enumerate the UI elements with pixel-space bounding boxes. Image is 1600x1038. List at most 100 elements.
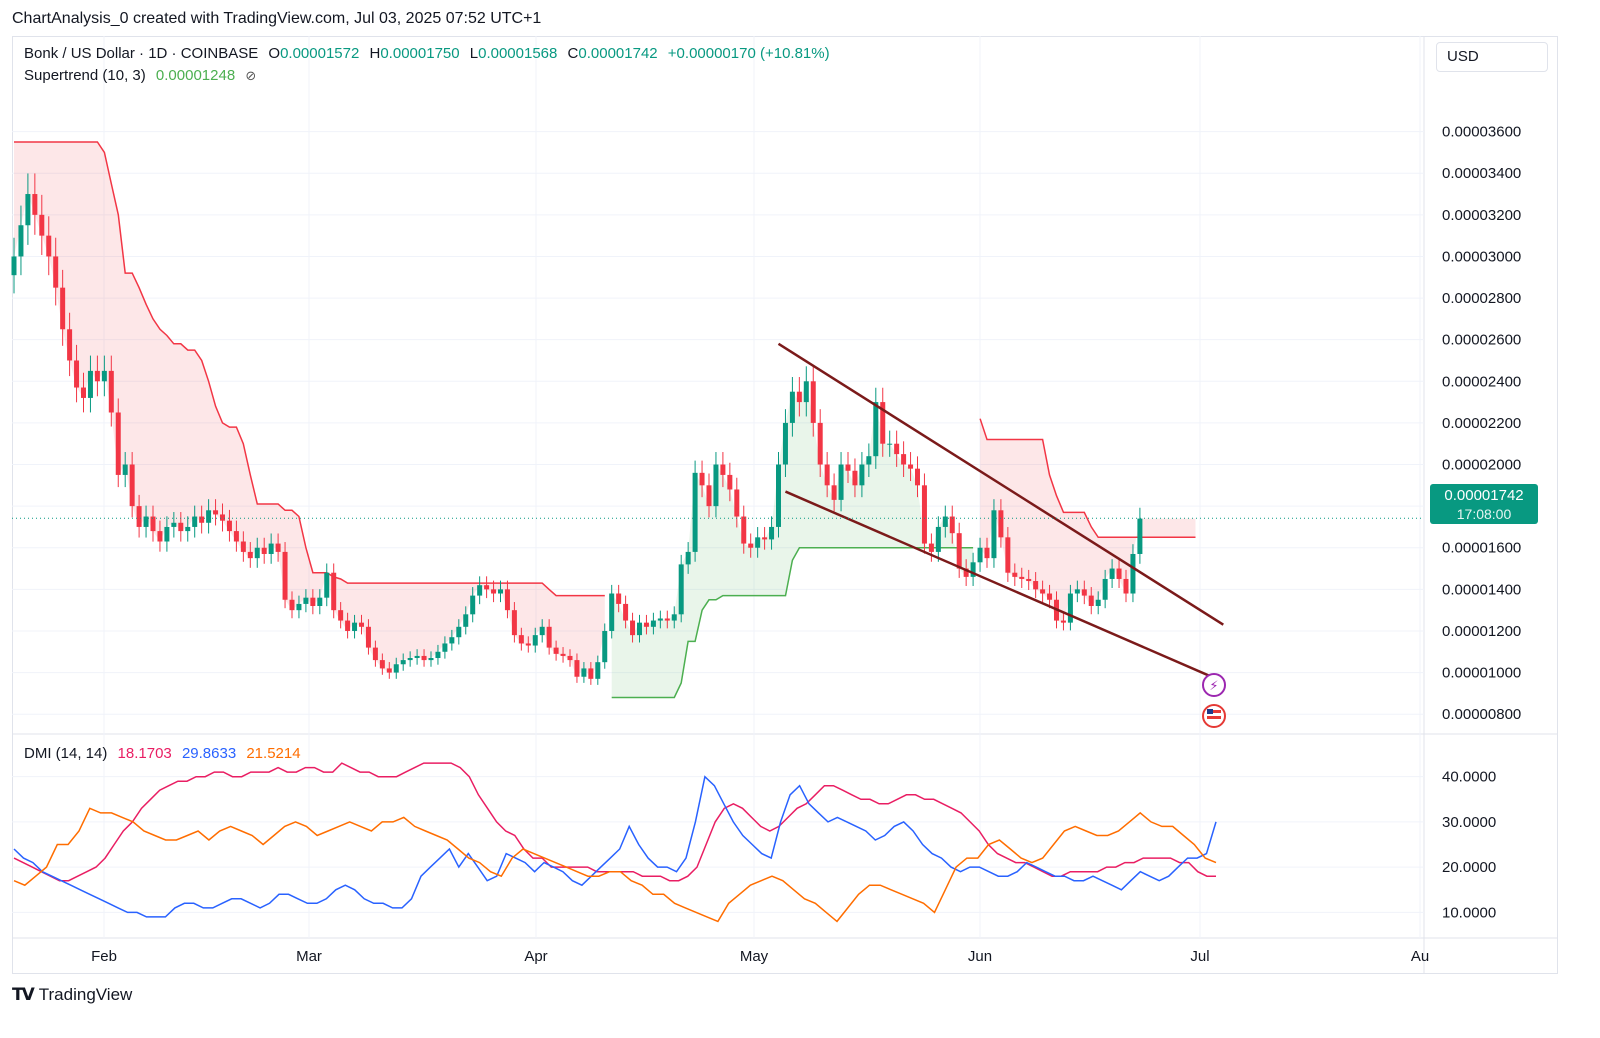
- candle-body: [220, 514, 225, 521]
- candle-body: [880, 402, 886, 444]
- candle-body: [1033, 581, 1039, 590]
- candle-body: [928, 543, 934, 552]
- candle-body: [713, 464, 719, 507]
- candle-body: [393, 664, 399, 673]
- candle-body: [1130, 553, 1136, 594]
- candle-body: [623, 603, 629, 621]
- candle-body: [233, 531, 239, 542]
- candle-body: [1074, 589, 1080, 594]
- candle-body: [511, 610, 517, 636]
- candle-body: [470, 595, 476, 615]
- close-value: 0.00001742: [578, 45, 658, 62]
- candle-body: [18, 225, 24, 257]
- candle-body: [616, 593, 622, 604]
- candle-body: [317, 597, 323, 606]
- candle-body: [101, 370, 107, 382]
- y-tick-label: 0.00003000: [1442, 248, 1521, 265]
- x-tick-label: Jul: [1190, 948, 1209, 965]
- dmi-label[interactable]: DMI (14, 14): [24, 745, 108, 762]
- candle-body: [53, 256, 59, 288]
- candle-body: [1116, 568, 1122, 579]
- candle-body: [46, 235, 52, 257]
- candle-body: [1047, 593, 1053, 600]
- candle-body: [915, 468, 920, 486]
- high-label: H: [369, 45, 381, 62]
- candle-body: [817, 422, 823, 465]
- candle-body: [1109, 568, 1115, 579]
- supertrend-down-fill: [14, 142, 605, 679]
- y-tick-label: 0.00001200: [1442, 623, 1521, 640]
- symbol-name[interactable]: Bonk / US Dollar · 1D · COINBASE: [24, 45, 259, 62]
- brand[interactable]: 𝗧𝗩 TradingView: [12, 985, 132, 1005]
- candle-body: [769, 526, 775, 540]
- candle-body: [1095, 599, 1101, 606]
- open-value: 0.00001572: [280, 45, 360, 62]
- candle-body: [171, 522, 177, 527]
- supertrend-down-line: [14, 141, 605, 597]
- candle-body: [1005, 537, 1011, 573]
- candle-body: [268, 543, 274, 554]
- candle-body: [192, 516, 198, 527]
- y-tick-label: 0.00001600: [1442, 540, 1521, 557]
- bar-countdown: 17:08:00: [1456, 506, 1512, 522]
- candle-body: [678, 564, 684, 615]
- y-tick-label: 0.00002000: [1442, 457, 1521, 474]
- candle-body: [150, 516, 156, 532]
- supertrend-value: 0.00001248: [155, 67, 236, 84]
- candle-body: [782, 422, 788, 465]
- candle-body: [1137, 518, 1143, 554]
- supertrend-label[interactable]: Supertrend (10, 3): [24, 67, 146, 84]
- candle-body: [60, 287, 66, 330]
- candle-body: [428, 658, 434, 661]
- low-label: L: [469, 45, 479, 62]
- candle-body: [414, 655, 420, 659]
- candle-body: [671, 614, 677, 621]
- supertrend-legend: Supertrend (10, 3) 0.00001248 ⊘: [24, 67, 256, 84]
- candle-body: [657, 618, 663, 621]
- last-price-tag: 0.00001742 17:08:00: [1430, 484, 1538, 524]
- candle-body: [581, 668, 587, 677]
- candle-body: [560, 653, 566, 656]
- candle-body: [338, 610, 344, 621]
- candle-body: [803, 381, 809, 403]
- wedge-trendline: [784, 490, 1217, 680]
- candle-body: [602, 630, 608, 663]
- supertrend-down-line: [979, 418, 1196, 539]
- eye-slash-icon[interactable]: ⊘: [245, 68, 257, 83]
- candle-body: [310, 597, 316, 606]
- candle-body: [963, 568, 969, 577]
- candle-body: [908, 464, 914, 469]
- currency-button[interactable]: USD: [1436, 42, 1548, 72]
- y-tick-label: 0.00002800: [1442, 290, 1521, 307]
- candle-body: [498, 589, 503, 594]
- candle-body: [87, 370, 93, 398]
- candle-body: [755, 537, 761, 548]
- dmi-minus-line: [13, 775, 1217, 918]
- candle-body: [213, 510, 219, 515]
- candle-body: [39, 214, 45, 236]
- tradingview-logo-icon: 𝗧𝗩: [12, 985, 35, 1004]
- candle-body: [824, 464, 830, 486]
- candle-body: [873, 402, 879, 457]
- y-tick-label: 0.00002400: [1442, 373, 1521, 390]
- candle-body: [727, 474, 733, 490]
- candle-body: [1019, 576, 1025, 579]
- x-tick-label: Mar: [296, 948, 322, 965]
- x-tick-label: Jun: [968, 948, 992, 965]
- candle-body: [108, 370, 114, 413]
- candle-body: [359, 622, 364, 627]
- candle-body: [831, 485, 837, 500]
- candle-body: [504, 589, 510, 611]
- candle-body: [539, 626, 545, 636]
- candle-body: [1026, 578, 1032, 582]
- candle-body: [484, 585, 490, 590]
- y-tick-label: 0.00002200: [1442, 415, 1521, 432]
- candle-body: [574, 660, 580, 677]
- candle-body: [157, 531, 163, 542]
- flag-canton: [1207, 709, 1213, 714]
- candle-body: [643, 622, 649, 627]
- last-price-value: 0.00001742: [1444, 487, 1524, 504]
- candle-body: [935, 526, 941, 552]
- dmi-tick-label: 10.0000: [1442, 904, 1496, 921]
